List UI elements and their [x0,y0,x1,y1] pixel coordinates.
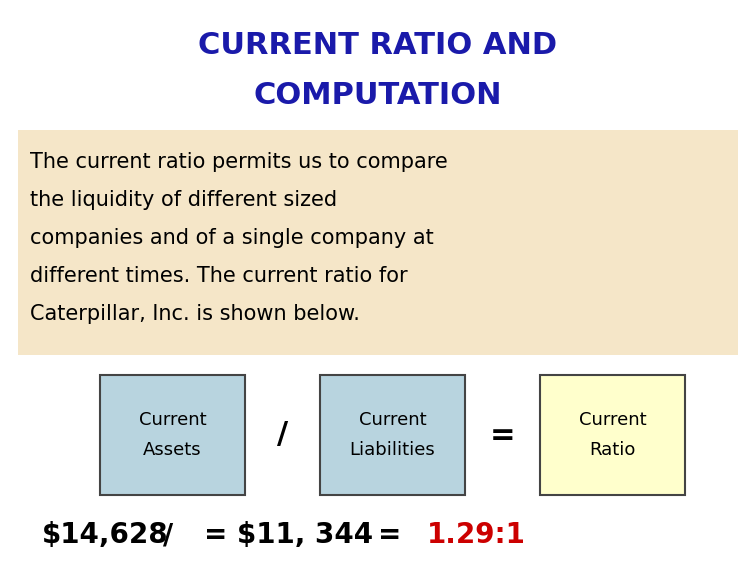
Text: companies and of a single company at: companies and of a single company at [30,228,434,248]
Text: the liquidity of different sized: the liquidity of different sized [30,190,337,210]
Text: =: = [490,420,516,449]
Text: Caterpillar, Inc. is shown below.: Caterpillar, Inc. is shown below. [30,304,360,324]
Text: The current ratio permits us to compare: The current ratio permits us to compare [30,152,448,172]
Text: COMPUTATION: COMPUTATION [254,81,502,109]
Text: 1.29:1: 1.29:1 [427,521,526,549]
FancyBboxPatch shape [320,375,465,495]
FancyBboxPatch shape [540,375,685,495]
Text: = $11, 344: = $11, 344 [204,521,373,549]
Text: $14,628: $14,628 [42,521,168,549]
FancyBboxPatch shape [18,130,738,355]
Text: Current
Ratio: Current Ratio [578,411,646,458]
Text: Current
Liabilities: Current Liabilities [349,411,435,458]
Text: CURRENT RATIO AND: CURRENT RATIO AND [198,31,558,59]
Text: Current
Assets: Current Assets [138,411,206,458]
Text: /: / [277,420,288,449]
Text: different times. The current ratio for: different times. The current ratio for [30,266,407,286]
Text: =: = [378,521,411,549]
FancyBboxPatch shape [100,375,245,495]
Text: /: / [163,521,172,549]
